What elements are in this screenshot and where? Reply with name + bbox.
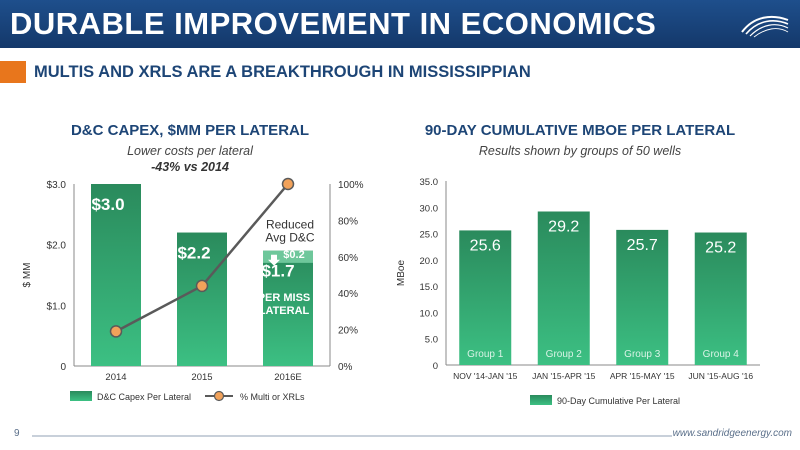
bar-group-label: Group 3 xyxy=(624,349,661,360)
subtitle-accent-bar xyxy=(0,61,26,83)
bar-value-label: $3.0 xyxy=(91,195,124,214)
y2-tick-label: 80% xyxy=(338,216,358,227)
x-tick-label: JUN '15-AUG '16 xyxy=(688,371,753,381)
bar-value-label: 25.7 xyxy=(627,237,658,254)
chart1-subtitle-2: -43% vs 2014 xyxy=(151,160,229,174)
legend-bar-label: D&C Capex Per Lateral xyxy=(97,392,191,402)
bar xyxy=(459,230,512,365)
bar xyxy=(263,250,313,366)
y-axis-label: $ MM xyxy=(22,263,33,288)
y-tick-label: 5.0 xyxy=(425,335,438,346)
y-tick-label: 30.0 xyxy=(420,203,439,214)
slide-title: DURABLE IMPROVEMENT IN ECONOMICS xyxy=(10,6,657,41)
legend-line-label: % Multi or XRLs xyxy=(240,392,305,402)
down-arrow-icon xyxy=(268,254,280,266)
y2-tick-label: 40% xyxy=(338,289,358,300)
legend-line-marker xyxy=(213,390,225,402)
bar-group-label: Group 2 xyxy=(546,349,583,360)
y2-tick-label: 20% xyxy=(338,326,358,337)
bar-group-label: Group 4 xyxy=(703,349,740,360)
y2-tick-label: 60% xyxy=(338,253,358,264)
line-point xyxy=(281,177,295,191)
y-tick-label: 15.0 xyxy=(420,282,439,293)
bar xyxy=(616,229,669,365)
bar-value-label: $1.7 xyxy=(261,262,294,281)
x-tick-label: 2016E xyxy=(274,372,301,383)
y-tick-label: 25.0 xyxy=(420,230,439,241)
bar-value-label: 25.6 xyxy=(470,237,501,254)
footer-url: www.sandridgeenergy.com xyxy=(672,428,792,439)
y-tick-label: $3.0 xyxy=(47,180,67,191)
page-number: 9 xyxy=(14,428,20,439)
x-tick-label: JAN '15-APR '15 xyxy=(532,371,596,381)
footer-divider xyxy=(32,435,672,437)
reduced-label-line1: Reduced xyxy=(266,218,314,232)
y-tick-label: 35.0 xyxy=(420,177,439,188)
bar xyxy=(694,232,747,365)
y-tick-label: 0 xyxy=(60,362,66,373)
bar-group-label: Group 1 xyxy=(467,349,504,360)
y-tick-label: 20.0 xyxy=(420,256,439,267)
y-tick-label: 0 xyxy=(433,361,438,372)
chart1-title: D&C CAPEX, $MM PER LATERAL xyxy=(70,122,310,139)
y2-tick-label: 100% xyxy=(338,180,364,191)
x-tick-label: APR '15-MAY '15 xyxy=(610,371,675,381)
chart2-subtitle: Results shown by groups of 50 wells xyxy=(478,144,682,158)
legend-bar-swatch xyxy=(70,391,92,401)
legend-bar-swatch xyxy=(530,395,552,405)
y-tick-label: $2.0 xyxy=(47,241,67,252)
per-miss-label-line1: PER MISS xyxy=(258,292,311,304)
x-tick-label: 2014 xyxy=(105,372,126,383)
x-tick-label: NOV '14-JAN '15 xyxy=(453,371,517,381)
bar xyxy=(177,232,227,366)
mboe-chart: 0 5.0 10.0 15.0 20.0 25.0 30.0 35.0 MBoe 25.6 Grou… xyxy=(396,177,760,406)
chart2-title: 90-DAY CUMULATIVE MBOE PER LATERAL xyxy=(424,122,736,139)
bar-value-label: $2.2 xyxy=(177,244,210,263)
bar-value-label: 29.2 xyxy=(548,218,579,235)
y2-tick-label: 0% xyxy=(338,362,353,373)
legend-bar-label: 90-Day Cumulative Per Lateral xyxy=(557,396,680,406)
reduction-value-label: $0.2 xyxy=(283,249,304,261)
reduced-label-line2: Avg D&C xyxy=(265,231,314,245)
company-logo-icon xyxy=(741,15,789,38)
slide-subtitle: MULTIS AND XRLS ARE A BREAKTHROUGH IN MI… xyxy=(34,63,531,81)
dc-capex-chart: 0 $1.0 $2.0 $3.0 0% 20% 40% 60% 80% 100% $ MM $3.0 2… xyxy=(22,177,364,402)
y-tick-label: 10.0 xyxy=(420,308,439,319)
x-tick-label: 2015 xyxy=(191,372,212,383)
line-point xyxy=(195,279,209,293)
bar-value-label: 25.2 xyxy=(705,240,736,257)
y-axis-label: MBoe xyxy=(396,260,407,287)
line-point xyxy=(109,325,123,338)
y-tick-label: $1.0 xyxy=(47,301,67,312)
per-miss-label-line2: LATERAL xyxy=(259,305,310,317)
chart1-subtitle: Lower costs per lateral xyxy=(127,144,253,158)
bar xyxy=(537,211,590,365)
header-band xyxy=(0,0,800,48)
